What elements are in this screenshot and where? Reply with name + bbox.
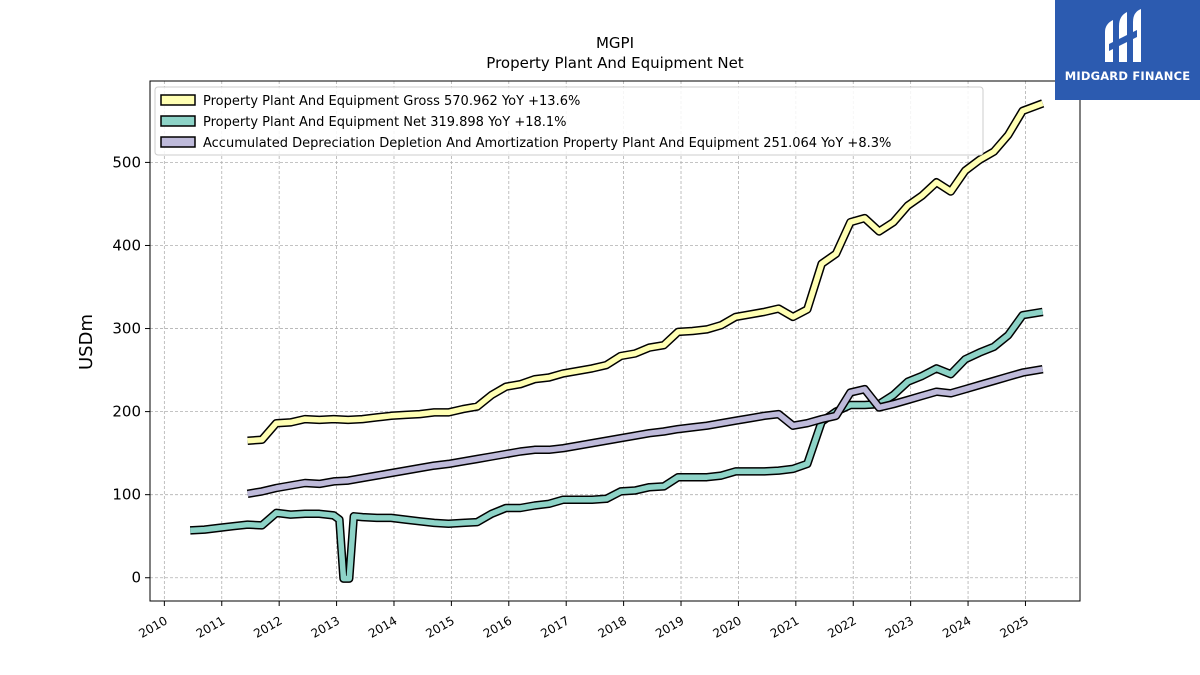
x-tick-label: 2022 bbox=[825, 613, 858, 640]
legend-label-0: Property Plant And Equipment Gross 570.9… bbox=[203, 94, 580, 109]
series-line-1 bbox=[190, 309, 1044, 582]
y-tick-label: 400 bbox=[112, 236, 141, 254]
y-tick-label: 500 bbox=[112, 153, 141, 171]
x-tick-label: 2013 bbox=[309, 613, 342, 640]
y-tick-label: 0 bbox=[131, 569, 141, 587]
y-tick-label: 200 bbox=[112, 403, 141, 421]
legend-swatch-1 bbox=[160, 115, 196, 127]
legend-swatch-0 bbox=[160, 94, 196, 106]
legend-swatch-2 bbox=[160, 136, 196, 148]
x-tick-label: 2025 bbox=[998, 613, 1031, 640]
chart-subtitle: Property Plant And Equipment Net bbox=[486, 54, 743, 72]
legend-label-2: Accumulated Depreciation Depletion And A… bbox=[203, 136, 891, 151]
brand-logo: MIDGARD FINANCE bbox=[1055, 0, 1200, 100]
x-tick-label: 2018 bbox=[596, 613, 629, 640]
x-tick-label: 2021 bbox=[768, 613, 801, 640]
logo-mark-icon bbox=[1105, 9, 1141, 62]
series-line-2 bbox=[247, 366, 1044, 497]
legend-items: Property Plant And Equipment Gross 570.9… bbox=[160, 94, 891, 151]
brand-name: MIDGARD FINANCE bbox=[1064, 69, 1191, 83]
y-axis: 0 100 200 300 400 500 bbox=[112, 153, 150, 587]
x-tick-label: 2024 bbox=[940, 613, 973, 640]
y-tick-label: 100 bbox=[112, 486, 141, 504]
legend-label-1: Property Plant And Equipment Net 319.898… bbox=[203, 115, 567, 130]
x-tick-label: 2015 bbox=[423, 613, 456, 640]
series-group bbox=[189, 99, 1045, 583]
x-tick-label: 2016 bbox=[481, 613, 514, 640]
plot-frame bbox=[149, 80, 1081, 602]
x-tick-label: 2019 bbox=[653, 613, 686, 640]
series-outline-1 bbox=[189, 307, 1044, 583]
series-line-0 bbox=[247, 100, 1044, 444]
x-tick-label: 2023 bbox=[883, 613, 916, 640]
x-tick-label: 2020 bbox=[710, 613, 743, 640]
x-tick-label: 2012 bbox=[251, 613, 284, 640]
x-tick-label: 2011 bbox=[194, 613, 227, 640]
x-tick-label: 2017 bbox=[538, 613, 571, 640]
x-tick-label: 2010 bbox=[136, 613, 169, 640]
y-axis-label: USDm bbox=[76, 314, 97, 370]
legend: Property Plant And Equipment Gross 570.9… bbox=[154, 86, 984, 156]
x-tick-label: 2014 bbox=[366, 613, 399, 640]
y-tick-label: 300 bbox=[112, 320, 141, 338]
x-axis: 2010 2011 2012 2013 2014 2015 2016 2017 2018 2019… bbox=[136, 601, 1031, 641]
grid bbox=[150, 81, 1080, 601]
legend-box bbox=[154, 86, 984, 156]
chart-title: MGPI bbox=[596, 34, 634, 52]
